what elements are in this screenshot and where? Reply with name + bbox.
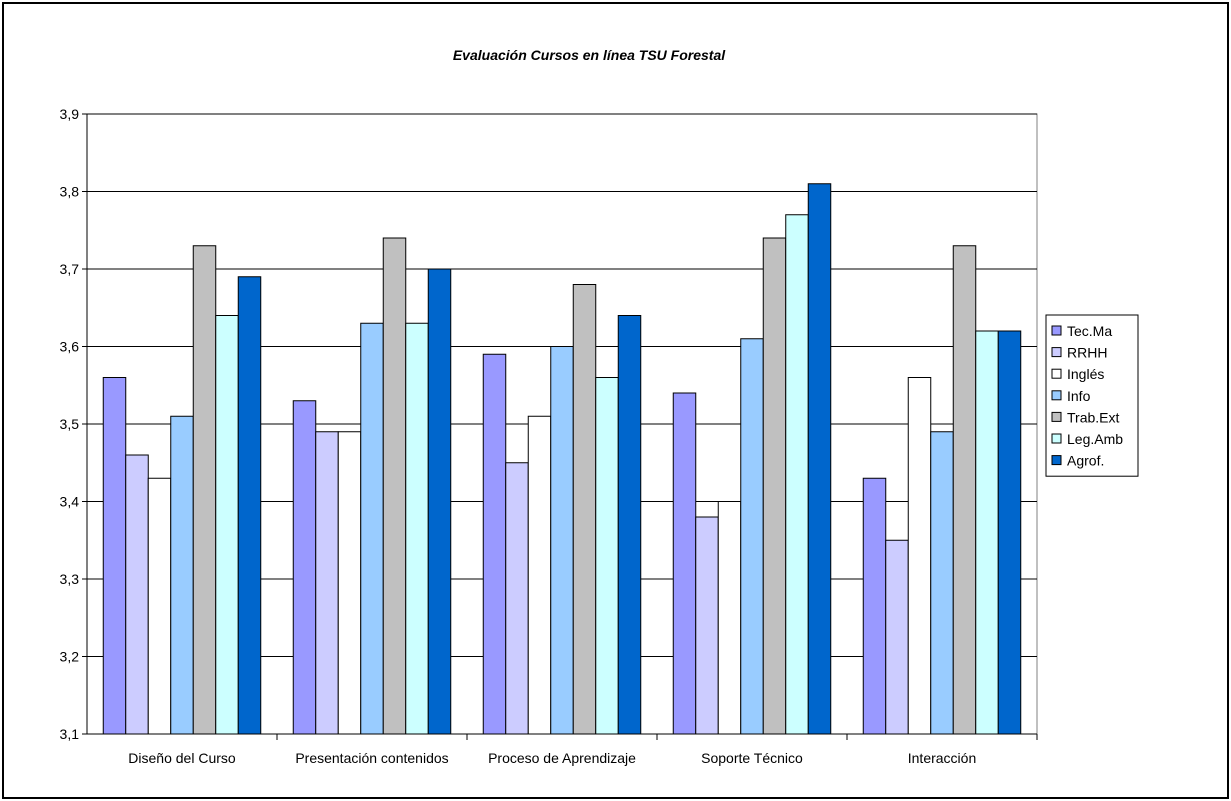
bar-RRHH — [505, 462, 529, 735]
bar-Tec.Ma — [672, 392, 697, 735]
legend-swatch — [1051, 368, 1062, 379]
legend-swatch — [1051, 347, 1062, 358]
y-tick-label: 3,2 — [60, 649, 80, 665]
bar-Info — [170, 415, 194, 735]
y-tick-labels: 3,1 3,2 3,3 3,4 3,5 3,6 3,7 3,8 3,9 — [60, 106, 80, 742]
x-tick-label: Diseño del Curso — [128, 750, 236, 766]
bar-Agrof. — [237, 276, 262, 735]
bar-Inglés — [907, 377, 932, 735]
legend-label: Tec.Ma — [1067, 323, 1112, 339]
legend-swatch — [1051, 455, 1062, 466]
y-tick-label: 3,6 — [60, 339, 80, 355]
legend-label: RRHH — [1067, 345, 1107, 361]
bar-Info — [550, 346, 574, 735]
bar-Info — [360, 322, 384, 735]
y-tick-label: 3,9 — [60, 106, 80, 122]
bar-Info — [740, 338, 764, 735]
legend-label: Trab.Ext — [1067, 409, 1119, 425]
legend: Tec.Ma RRHH Inglés Info Trab.Ext Leg.Amb Agrof… — [1045, 314, 1139, 477]
x-tick-label: Interacción — [908, 750, 976, 766]
bar-Agrof. — [427, 268, 452, 735]
bar-Inglés — [717, 501, 742, 735]
bar-Leg.Amb — [215, 315, 239, 735]
legend-label: Agrof. — [1067, 453, 1104, 469]
bar-Inglés — [147, 477, 172, 735]
bar-Trab.Ext — [382, 237, 407, 735]
bar-RRHH — [885, 539, 909, 735]
bar-Inglés — [527, 415, 552, 735]
bar-Inglés — [337, 431, 362, 735]
bar-Agrof. — [807, 183, 832, 735]
x-tick-labels: Diseño del Curso Presentación contenidos P… — [128, 750, 976, 766]
bar-Tec.Ma — [482, 353, 507, 735]
bar-Leg.Amb — [595, 377, 619, 735]
y-tick-label: 3,7 — [60, 261, 80, 277]
axes — [82, 113, 1038, 740]
legend-swatch — [1051, 433, 1062, 444]
legend-swatch — [1051, 325, 1062, 336]
bar-Tec.Ma — [862, 477, 887, 735]
bar-Agrof. — [617, 315, 642, 735]
x-tick-label: Presentación contenidos — [295, 750, 448, 766]
bar-Agrof. — [997, 330, 1022, 735]
bar-Trab.Ext — [762, 237, 787, 735]
bar-RRHH — [315, 431, 339, 735]
legend-box — [1045, 314, 1139, 477]
bar-Trab.Ext — [572, 284, 597, 735]
legend-label: Info — [1067, 388, 1091, 404]
legend-label: Inglés — [1067, 366, 1104, 382]
chart-title: Evaluación Cursos en línea TSU Forestal — [453, 47, 726, 63]
legend-swatch — [1051, 390, 1062, 401]
y-tick-label: 3,4 — [60, 494, 80, 510]
legend-swatch — [1051, 411, 1062, 422]
bar-Trab.Ext — [952, 245, 977, 735]
x-tick-label: Soporte Técnico — [701, 750, 803, 766]
bars — [102, 183, 1022, 735]
y-tick-label: 3,8 — [60, 184, 80, 200]
bar-Leg.Amb — [785, 214, 809, 735]
y-tick-label: 3,1 — [60, 726, 80, 742]
x-tick-label: Proceso de Aprendizaje — [488, 750, 636, 766]
y-tick-label: 3,3 — [60, 571, 80, 587]
bar-Tec.Ma — [292, 400, 317, 735]
bar-RRHH — [695, 516, 719, 735]
y-tick-label: 3,5 — [60, 416, 80, 432]
bar-Info — [930, 431, 954, 735]
bar-Leg.Amb — [405, 322, 429, 735]
bar-RRHH — [125, 454, 149, 735]
legend-label: Leg.Amb — [1067, 431, 1123, 447]
bar-Leg.Amb — [975, 330, 999, 735]
bar-Trab.Ext — [192, 245, 217, 735]
bar-Tec.Ma — [102, 377, 127, 735]
